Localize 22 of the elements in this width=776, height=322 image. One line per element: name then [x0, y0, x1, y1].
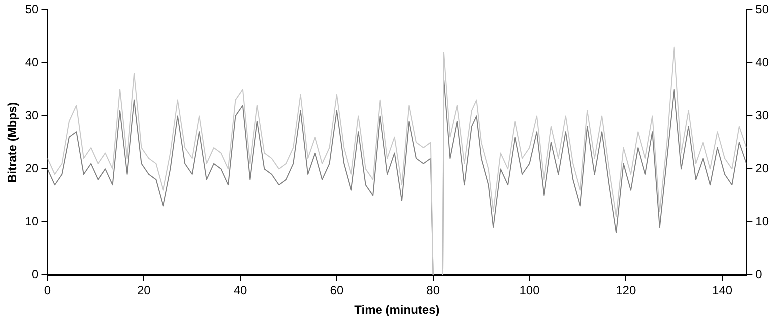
x-tick-label: 60	[330, 284, 344, 298]
x-tick-label: 20	[137, 284, 152, 298]
y-tick-label: 50	[25, 2, 40, 17]
y-tick-label: 40	[25, 56, 40, 70]
y-axis-title: Bitrate (Mbps)	[6, 102, 20, 184]
y-tick-label: 30	[25, 108, 40, 123]
x-tick-label: 0	[44, 284, 52, 298]
y2-tick-label: 0	[756, 268, 763, 282]
y2-tick-label: 40	[756, 56, 770, 70]
y2-tick-label: 20	[756, 162, 770, 176]
x-tick-label: 40	[234, 284, 248, 298]
x-tick-label: 80	[426, 284, 440, 298]
y2-tick-label: 50	[756, 2, 770, 17]
x-tick-label: 120	[616, 284, 636, 298]
y-tick-label: 10	[25, 214, 40, 229]
x-axis-title: Time (minutes)	[354, 303, 440, 318]
y2-tick-label: 30	[756, 108, 770, 123]
x-tick-label: 140	[712, 284, 733, 298]
x-tick-label: 100	[520, 284, 540, 298]
y2-tick-label: 10	[756, 214, 770, 229]
y-tick-label: 0	[32, 268, 40, 282]
y-tick-label: 20	[25, 162, 40, 176]
